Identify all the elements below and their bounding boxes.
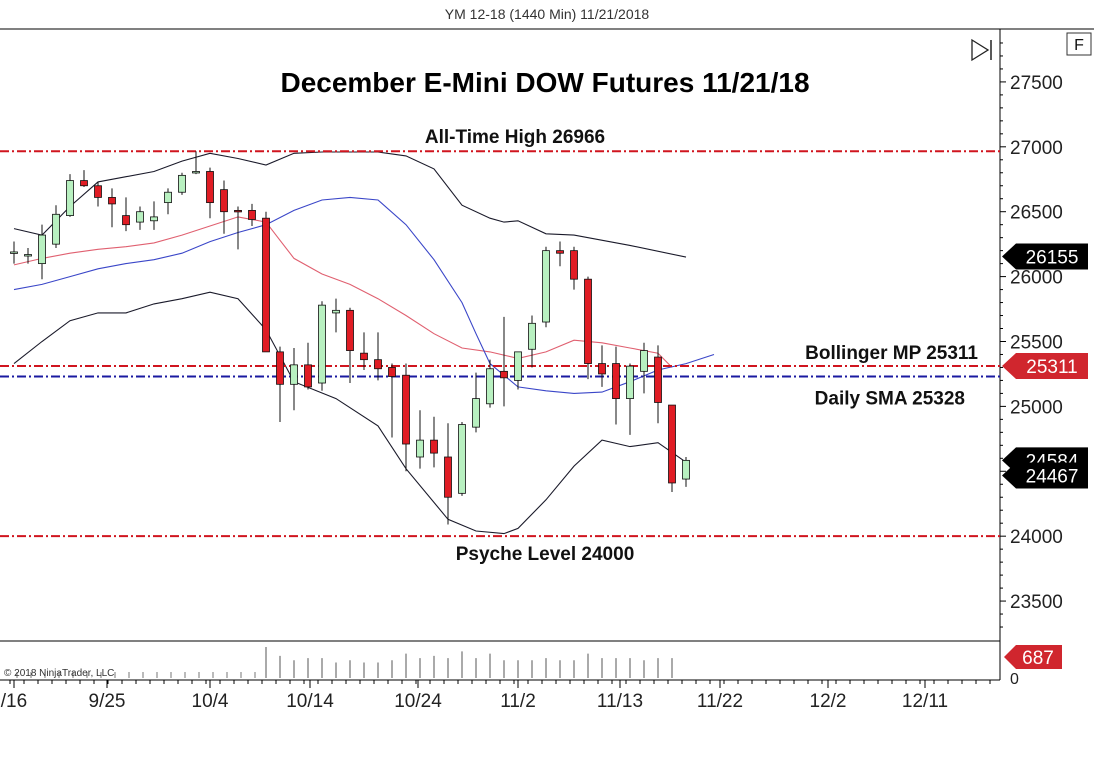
candle-body (94, 185, 102, 198)
x-tick-label: 10/14 (286, 691, 334, 712)
candle-body (276, 351, 284, 385)
x-tick-label: 12/2 (810, 691, 847, 712)
y-tick-label: 25000 (1010, 397, 1063, 418)
candle-body (234, 210, 242, 213)
candle-body (178, 174, 186, 193)
candle-body (192, 171, 200, 174)
candle-body (640, 350, 648, 372)
price-marker-badge (1002, 462, 1088, 489)
candle-body (164, 191, 172, 204)
chart-header: YM 12-18 (1440 Min) 11/21/2018 (444, 6, 650, 22)
f-button[interactable] (1066, 32, 1092, 56)
bollinger-middle-line (13, 216, 673, 368)
candle-body (24, 254, 32, 257)
candle-body (346, 309, 354, 351)
x-tick-label: /16 (1, 691, 27, 712)
x-tick-label: 11/2 (500, 691, 536, 712)
x-tick-label: 11/22 (697, 691, 743, 712)
level-label: Bollinger MP 25311 (805, 343, 978, 364)
bollinger-lower-line (13, 291, 687, 535)
price-marker-badge (1002, 243, 1088, 270)
candle-body (374, 359, 382, 370)
y-tick-label: 26500 (1010, 203, 1063, 224)
candle-body (122, 215, 130, 226)
candle-body (430, 439, 438, 454)
y-tick-label: 26000 (1010, 268, 1063, 289)
y-tick-label: 27000 (1010, 138, 1063, 159)
volume-marker-label: 687 (1022, 648, 1054, 669)
price-marker-label: 25311 (1026, 357, 1077, 378)
candle-body (682, 459, 690, 480)
volume-marker-badge (1004, 645, 1062, 669)
candle-body (612, 363, 620, 399)
x-tick-label: 10/24 (394, 691, 442, 712)
bollinger-upper-line (13, 151, 687, 258)
candle-body (318, 304, 326, 384)
chart-title: December E-Mini DOW Futures 11/21/18 (280, 67, 809, 98)
candle-body (108, 197, 116, 205)
candle-body (388, 367, 396, 377)
y-tick-label: 23500 (1010, 592, 1063, 613)
level-label: All-Time High 26966 (425, 127, 605, 148)
price-marker-badge (1002, 353, 1088, 380)
candle-body (584, 278, 592, 364)
candle-body (542, 250, 550, 323)
candle-body (486, 368, 494, 405)
level-label: Psyche Level 24000 (456, 544, 635, 565)
candle-body (10, 251, 18, 254)
candle-body (262, 217, 270, 353)
candle-body (654, 356, 662, 403)
candle-body (458, 424, 466, 494)
copyright-text: © 2018 NinjaTrader, LLC (4, 668, 114, 679)
candle-body (416, 439, 424, 458)
candle-body (360, 352, 368, 361)
candle-body (38, 234, 46, 265)
candle-body (444, 456, 452, 498)
candle-body (402, 374, 410, 445)
candle-body (668, 404, 676, 484)
daily-sma-line (13, 196, 715, 394)
candle-body (206, 171, 214, 204)
price-marker-label: 26155 (1026, 247, 1079, 268)
candle-body (570, 250, 578, 280)
candle-body (150, 216, 158, 222)
candle-body (304, 364, 312, 388)
price-marker-label: 24467 (1026, 467, 1079, 488)
candle-body (528, 322, 536, 350)
x-tick-label: 11/13 (597, 691, 643, 712)
candle-body (472, 398, 480, 428)
x-tick-label: 10/4 (192, 691, 229, 712)
candle-body (514, 351, 522, 381)
scroll-end-icon[interactable] (971, 38, 990, 62)
candle-body (66, 180, 74, 216)
candle-body (80, 180, 88, 187)
volume-zero-label: 0 (1010, 671, 1019, 688)
f-button-label: F (1074, 37, 1084, 54)
x-tick-label: 9/25 (89, 691, 126, 712)
candle-body (500, 370, 508, 379)
candle-body (556, 250, 564, 254)
candle-body (626, 365, 634, 399)
candle-body (248, 210, 256, 220)
y-tick-label: 25500 (1010, 332, 1063, 353)
x-tick-label: 12/11 (902, 691, 948, 712)
candle-body (290, 364, 298, 385)
y-tick-label: 27500 (1010, 73, 1063, 94)
candle-body (598, 363, 606, 375)
candle-body (332, 309, 340, 314)
candle-body (52, 213, 60, 245)
level-label: Daily SMA 25328 (815, 389, 965, 410)
candle-body (136, 211, 144, 223)
candle-body (220, 189, 228, 213)
y-tick-label: 24000 (1010, 527, 1063, 548)
